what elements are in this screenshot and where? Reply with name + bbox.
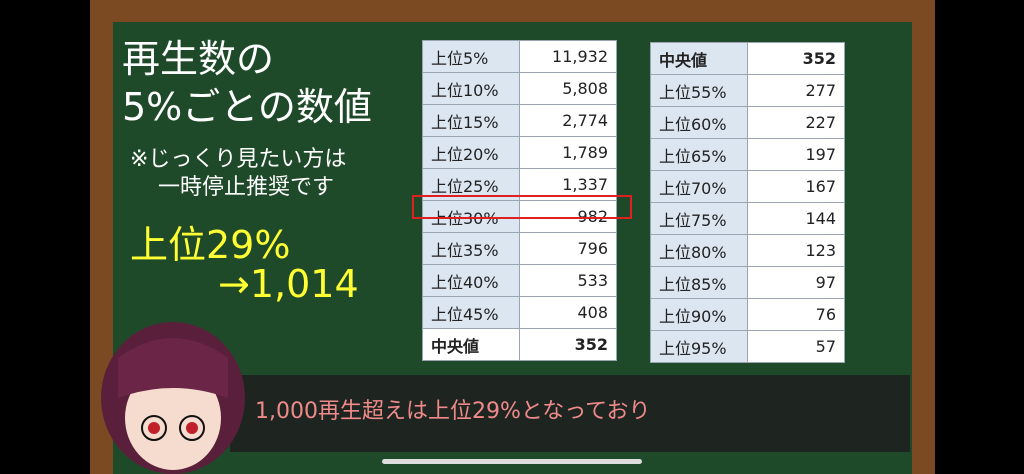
value-cell: 76 [747,298,845,331]
table-row: 上位45% 408 [422,296,617,329]
title: 再生数の [122,37,275,81]
rank-cell: 上位35% [422,232,520,265]
value-cell: 97 [747,266,845,299]
rank-cell: 上位85% [650,266,748,299]
table: 上位5% 11,932 上位10% 5,808 上位15% 2,774 上位20% 1,789… [422,40,617,361]
rank-cell: 上位70% [650,170,748,203]
rank-cell: 中央値 [422,328,520,361]
subtitle-bar [230,375,910,452]
table-row: 上位85% 97 [650,266,845,299]
value-cell: 123 [747,234,845,267]
rank-cell: 上位55% [650,74,748,107]
table-row: 上位55% 277 [650,74,845,107]
subtitle: 1,000再生超えは上位29%となっており [255,399,651,424]
table-row: 上位5% 11,932 [422,40,617,73]
value-cell: 408 [519,296,617,329]
character [101,322,245,474]
rank-cell: 上位60% [650,106,748,139]
table-row: 上位80% 123 [650,234,845,267]
rank-cell: 上位95% [650,330,748,363]
table-row: 上位95% 57 [650,330,845,363]
value-cell: 5,808 [519,72,617,105]
value-cell: 1,789 [519,136,617,169]
table: 中央値 352 上位55% 277 上位60% 227 上位65% 197 上位70% 167 上位… [650,42,845,363]
table-row: 中央値 352 [422,328,617,361]
rank-cell: 上位10% [422,72,520,105]
highlight-label: 上位29% [130,223,291,267]
table-row: 上位15% 2,774 [422,104,617,137]
value-cell: 167 [747,170,845,203]
rank-cell: 上位75% [650,202,748,235]
value-cell: 227 [747,106,845,139]
value-cell: 197 [747,138,845,171]
table-row: 上位40% 533 [422,264,617,297]
title: 5%ごとの数値 [122,85,372,129]
value-cell: 982 [519,200,617,233]
rank-cell: 上位15% [422,104,520,137]
home-indicator [382,459,642,464]
table-row: 上位75% 144 [650,202,845,235]
table-row: 上位65% 197 [650,138,845,171]
value-cell: 796 [519,232,617,265]
rank-cell: 中央値 [650,42,748,75]
note: 一時停止推奨です [158,175,335,200]
rank-cell: 上位20% [422,136,520,169]
value-cell: 277 [747,74,845,107]
value-cell: 533 [519,264,617,297]
table-row: 上位35% 796 [422,232,617,265]
table-row: 上位10% 5,808 [422,72,617,105]
note: ※じっくり見たい方は [130,147,347,172]
rank-cell: 上位45% [422,296,520,329]
rank-cell: 上位40% [422,264,520,297]
highlight-box [412,195,632,219]
value-cell: 352 [519,328,617,361]
value-cell: 352 [747,42,845,75]
rank-cell: 上位90% [650,298,748,331]
rank-cell: 上位65% [650,138,748,171]
value-cell: 11,932 [519,40,617,73]
table-row: 上位90% 76 [650,298,845,331]
table-row: 上位70% 167 [650,170,845,203]
table-row: 上位20% 1,789 [422,136,617,169]
rank-cell: 上位30% [422,200,520,233]
value-cell: 144 [747,202,845,235]
rank-cell: 上位5% [422,40,520,73]
value-cell: 2,774 [519,104,617,137]
value-cell: 57 [747,330,845,363]
highlight-value: →1,014 [218,262,359,306]
table-row: 中央値 352 [650,42,845,75]
table-row: 上位60% 227 [650,106,845,139]
rank-cell: 上位80% [650,234,748,267]
table-row: 上位30% 982 [422,200,617,233]
